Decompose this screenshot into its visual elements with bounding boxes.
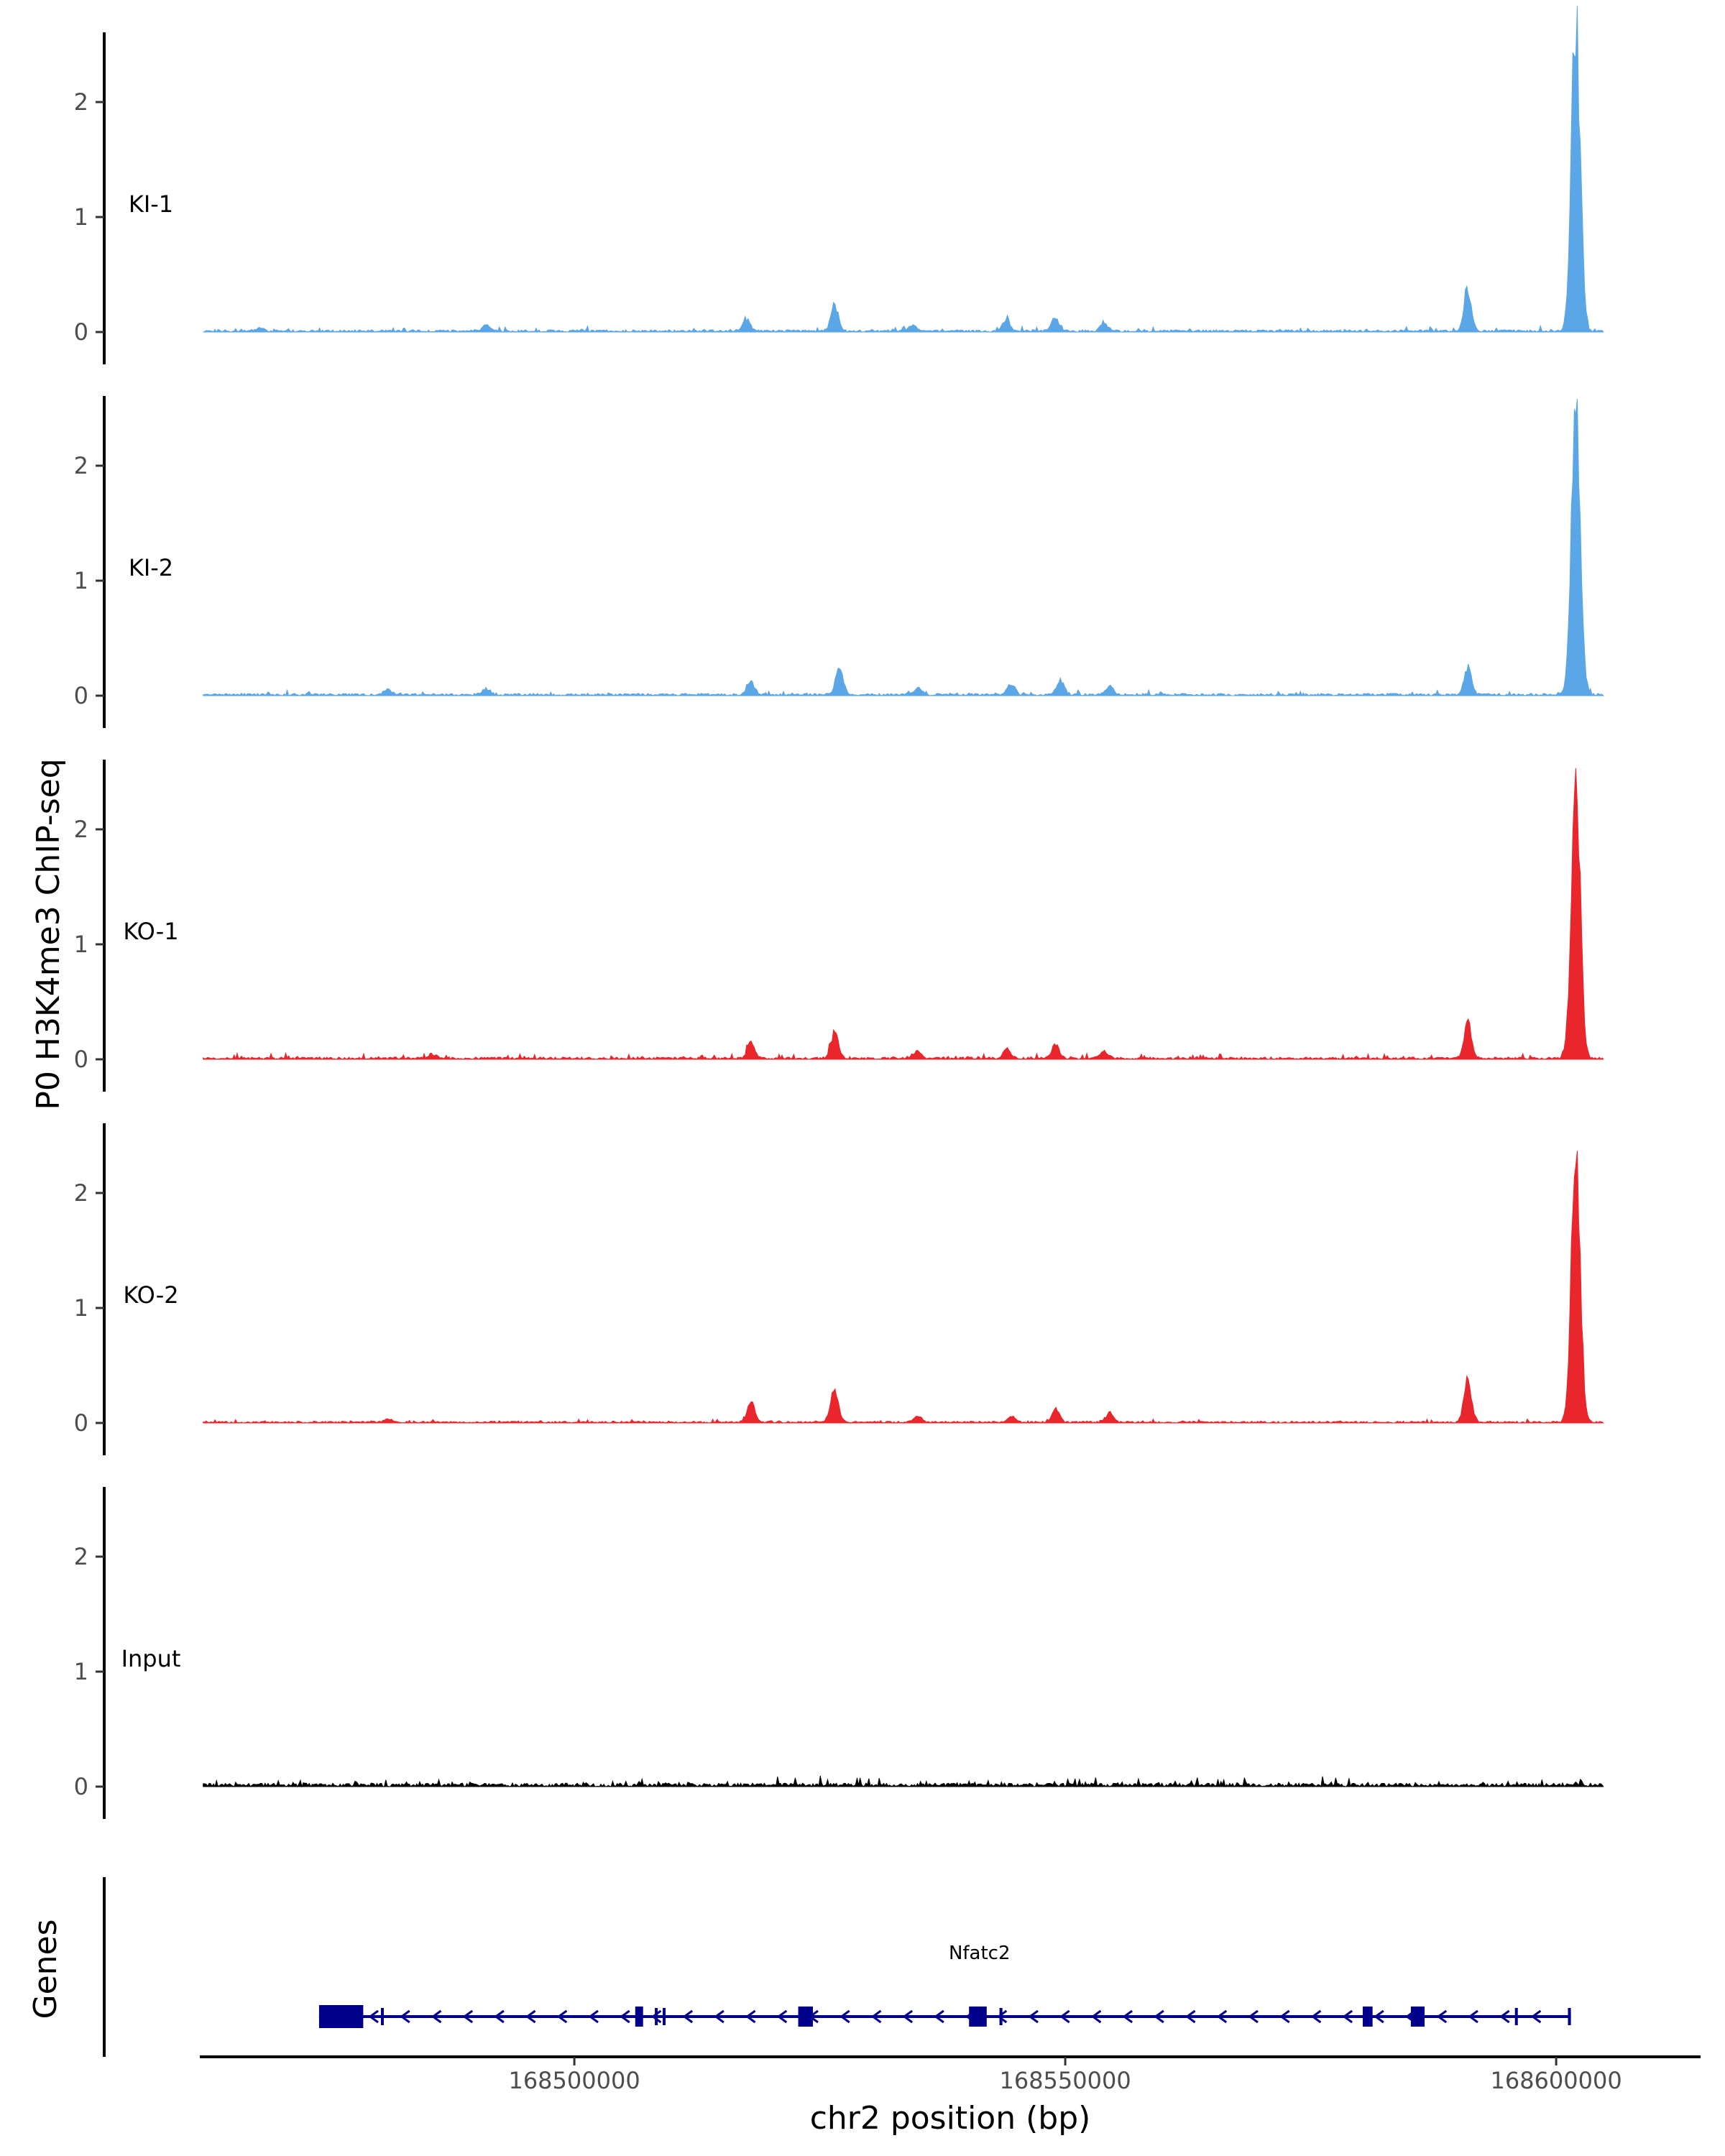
strand-arrow <box>902 2009 914 2024</box>
y-tick-label: 1 <box>74 1658 88 1685</box>
strand-arrow <box>620 2009 630 2024</box>
y-tick-label: 1 <box>74 931 88 958</box>
strand-arrow <box>1374 2009 1384 2024</box>
strand-arrow <box>1279 2009 1290 2024</box>
genes-track-title: Genes <box>27 1919 64 2019</box>
strand-arrow <box>1468 2009 1478 2024</box>
track-ki-2: 0 1 2 KI-2 <box>74 396 1604 728</box>
x-axis-title: chr2 position (bp) <box>810 2100 1091 2137</box>
strand-arrow <box>494 2009 505 2024</box>
track-ko-1: 0 1 2 KO-1 <box>74 760 1604 1092</box>
strand-arrow <box>431 2009 442 2024</box>
strand-arrow <box>556 2009 568 2024</box>
track-ki-1: 0 1 2 KI-1 <box>74 6 1604 364</box>
strand-arrow <box>1530 2009 1542 2024</box>
gene-exon <box>1410 2007 1425 2027</box>
y-tick-label: 0 <box>74 318 88 346</box>
strand-arrow <box>840 2009 850 2024</box>
y-tick-label: 2 <box>74 1179 88 1207</box>
y-tick-label: 2 <box>74 452 88 479</box>
strand-arrow <box>996 2009 1008 2024</box>
track-label: Input <box>121 1645 181 1672</box>
strand-arrow <box>714 2009 724 2024</box>
strand-arrow <box>650 2009 662 2024</box>
strand-arrow <box>1342 2009 1353 2024</box>
strand-arrow <box>368 2009 379 2024</box>
strand-arrow <box>682 2009 694 2024</box>
gene-exon <box>999 2008 1003 2025</box>
genes-track: Nfatc2 <box>103 1877 1571 2057</box>
signal-area-ki-1 <box>203 6 1604 333</box>
strand-arrow <box>745 2009 756 2024</box>
track-label: KI-2 <box>129 554 173 581</box>
gene-exon <box>663 2008 666 2025</box>
gene-exon <box>1362 2007 1373 2027</box>
strand-arrow <box>462 2009 474 2024</box>
signal-area-ki-2 <box>203 399 1604 697</box>
gene-name-label: Nfatc2 <box>949 1943 1011 1964</box>
strand-arrow <box>1122 2009 1133 2024</box>
gene-exon <box>1568 2008 1571 2025</box>
strand-arrow <box>1499 2009 1510 2024</box>
gene-exon <box>635 2007 643 2027</box>
signal-area-ko-1 <box>203 768 1604 1061</box>
gene-exon <box>380 2008 384 2025</box>
y-tick-label: 1 <box>74 567 88 594</box>
strand-arrow <box>588 2009 599 2024</box>
gene-exon <box>1514 2008 1518 2025</box>
signal-tracks: 0 1 2 KI-1 0 1 2 KI-2 0 1 2 KO-1 0 1 2 KO-2 0 1 2 Input <box>74 6 1604 1819</box>
y-tick-label: 2 <box>74 1543 88 1570</box>
strand-arrow <box>1216 2009 1228 2024</box>
gene-exon <box>655 2008 658 2025</box>
gene-exon-utr <box>318 2005 364 2028</box>
x-tick-label: 168600000 <box>1490 2067 1622 2094</box>
strand-arrow <box>870 2009 882 2024</box>
strand-arrow <box>400 2009 410 2024</box>
x-axis: 168500000 168550000 168600000 <box>200 2055 1701 2094</box>
x-tick-label: 168500000 <box>508 2067 640 2094</box>
strand-arrow <box>1248 2009 1259 2024</box>
track-ko-2: 0 1 2 KO-2 <box>74 1123 1604 1455</box>
track-label: KI-1 <box>129 190 173 218</box>
y-tick-label: 2 <box>74 88 88 116</box>
y-axis-title: P0 H3K4me3 ChIP-seq <box>30 758 67 1110</box>
strand-arrow <box>1154 2009 1164 2024</box>
strand-arrow <box>1310 2009 1322 2024</box>
strand-arrow <box>525 2009 536 2024</box>
signal-area-input <box>203 1775 1604 1788</box>
gene-exon <box>798 2007 814 2027</box>
strand-arrow <box>1028 2009 1039 2024</box>
strand-arrow <box>1185 2009 1196 2024</box>
strand-arrow <box>934 2009 944 2024</box>
y-tick-label: 0 <box>74 682 88 709</box>
track-label: KO-2 <box>123 1281 178 1309</box>
y-tick-label: 1 <box>74 203 88 231</box>
gene-exon <box>969 2007 987 2027</box>
y-tick-label: 2 <box>74 816 88 843</box>
gene-nfatc2: Nfatc2 <box>318 1943 1571 2028</box>
strand-arrow <box>1059 2009 1070 2024</box>
track-label: KO-1 <box>123 918 178 945</box>
strand-arrow <box>1436 2009 1448 2024</box>
y-tick-label: 0 <box>74 1046 88 1073</box>
strand-arrow <box>1090 2009 1102 2024</box>
track-input: 0 1 2 Input <box>74 1487 1604 1819</box>
y-tick-label: 0 <box>74 1409 88 1437</box>
strand-arrow <box>776 2009 788 2024</box>
signal-area-ko-2 <box>203 1151 1604 1424</box>
x-tick-label: 168550000 <box>999 2067 1131 2094</box>
y-tick-label: 1 <box>74 1294 88 1322</box>
y-tick-label: 0 <box>74 1773 88 1800</box>
